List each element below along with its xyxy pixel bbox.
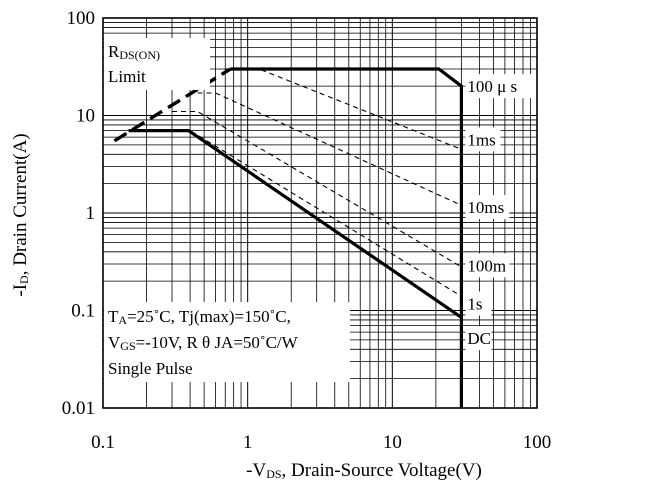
x-axis-label: -VDS, Drain-Source Voltage(V) [246,460,482,481]
curve-label: DC [467,329,491,348]
x-tick-label: 0.1 [91,432,115,453]
y-tick-label: 0.1 [71,301,95,322]
series-layer [113,67,463,408]
series-1ms [225,68,462,150]
curve-label: 10ms [467,198,504,217]
curve-label: 1ms [467,130,495,149]
x-tick-label: 10 [383,432,402,453]
series-100m [172,110,462,268]
tick-labels: 0.1 1 10 100 100 10 1 0.1 0.01 [62,8,552,453]
y-tick-label: 0.01 [62,398,95,419]
y-tick-label: 100 [67,8,96,29]
curve-label-bg [465,253,510,278]
conditions-line3: Single Pulse [108,359,193,378]
series-dc [128,129,463,319]
curve-label: 100m [467,256,506,275]
x-tick-label: 100 [523,432,552,453]
curve-label: 1s [467,294,482,313]
conditions-line2: VGS=-10V, R θ JA=50˚C/W [108,333,299,353]
rds-limit-label-box [104,38,210,90]
y-axis-label: -ID, Drain Current(A) [10,133,31,296]
conditions-box [104,302,350,382]
y-tick-label: 1 [86,203,96,224]
curve-label-bg [465,74,537,99]
curve-labels: 100 μ s 1ms 10ms 100m 1s DC [465,74,537,351]
plot-frame [102,17,538,409]
curve-label-bg [465,291,492,316]
rds-limit-label-line1: RDS(ON) [108,42,160,62]
curve-label-bg [465,326,492,351]
conditions-line1: TA=25˚C, Tj(max)=150˚C, [108,307,291,327]
rds-limit-label-line2: Limit [108,67,146,86]
series-100-s [230,67,463,408]
curve-label-bg [465,127,501,152]
series-10ms [197,92,462,206]
curve-label-bg [465,195,510,220]
series-r-ds-on-limit [113,67,232,143]
x-tick-label: 1 [243,432,253,453]
curve-label: 100 μ s [467,77,517,96]
y-tick-label: 10 [76,106,95,127]
